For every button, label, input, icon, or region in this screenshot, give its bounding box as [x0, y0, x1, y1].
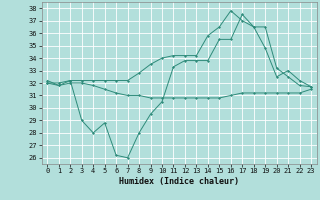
X-axis label: Humidex (Indice chaleur): Humidex (Indice chaleur) [119, 177, 239, 186]
